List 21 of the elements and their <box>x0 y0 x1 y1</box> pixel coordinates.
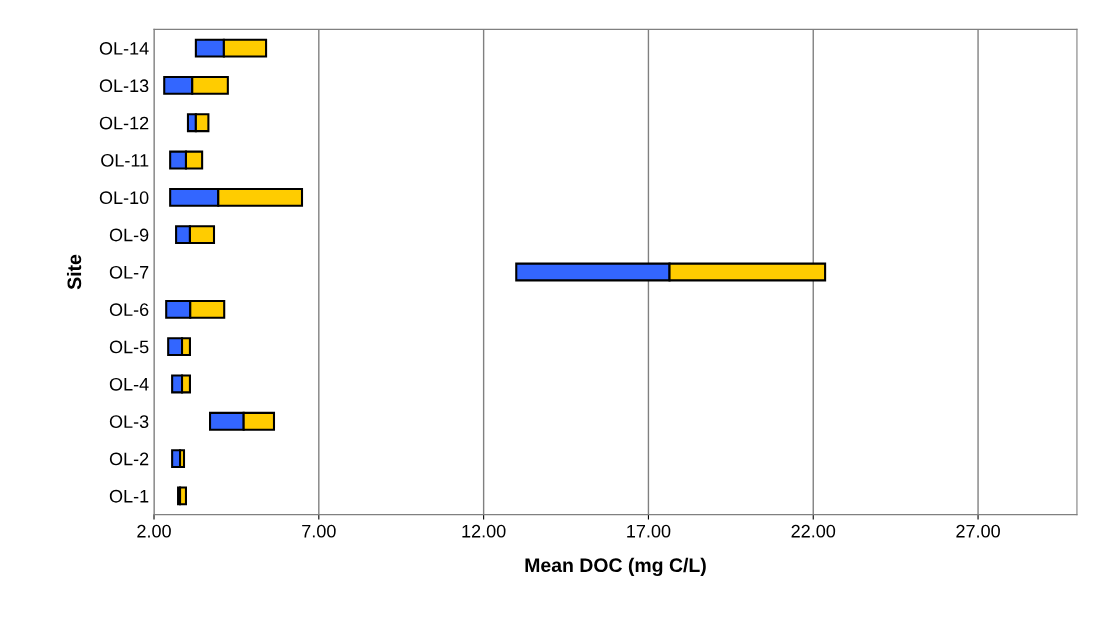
y-axis-title: Site <box>66 254 82 290</box>
x-tick-label: 12.00 <box>462 524 506 538</box>
y-tick-label: OL-4 <box>109 377 149 391</box>
y-tick-label: OL-11 <box>101 153 149 167</box>
y-tick-label: OL-1 <box>109 489 149 503</box>
y-tick-label: OL-5 <box>109 340 149 354</box>
y-tick-label: OL-2 <box>109 452 149 466</box>
y-tick-label: OL-14 <box>99 42 149 55</box>
y-tick-label: OL-12 <box>99 116 149 130</box>
x-tick-label: 7.00 <box>302 524 336 538</box>
y-tick-label: OL-6 <box>109 303 149 317</box>
x-tick-label: 27.00 <box>956 524 1000 538</box>
y-tick-label: OL-13 <box>99 79 149 93</box>
y-tick-label: OL-7 <box>109 265 149 279</box>
x-tick-label: 17.00 <box>627 524 671 538</box>
x-axis-title: Mean DOC (mg C/L) <box>525 557 706 576</box>
y-tick-label: OL-3 <box>109 415 149 428</box>
x-tick-label: 22.00 <box>791 524 836 538</box>
y-tick-label: OL-9 <box>109 228 149 242</box>
x-tick-label: 2.00 <box>137 524 171 538</box>
y-tick-label: OL-10 <box>99 191 149 205</box>
